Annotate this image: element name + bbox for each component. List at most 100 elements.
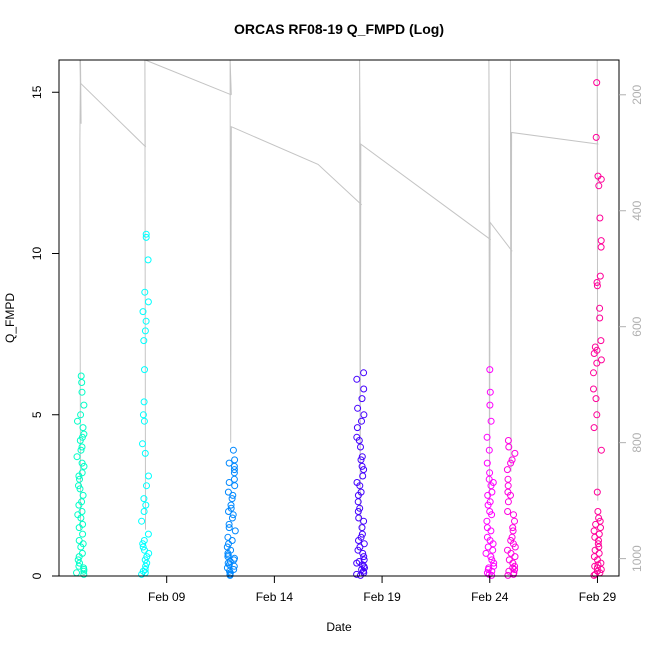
data-point [356, 482, 364, 490]
data-point [353, 424, 361, 432]
data-point [225, 524, 233, 532]
data-point [80, 564, 88, 572]
data-point [483, 524, 491, 532]
x-tick-label: Feb 09 [148, 590, 186, 604]
data-point [359, 567, 367, 575]
data-point [594, 540, 602, 548]
data-point [141, 288, 149, 296]
data-point [509, 527, 517, 535]
data-point [76, 559, 83, 567]
data-point [227, 504, 235, 512]
data-point [488, 556, 496, 564]
data-point [223, 543, 231, 551]
data-point [78, 379, 86, 386]
data-point [75, 472, 83, 480]
data-point [77, 446, 85, 454]
data-point [508, 533, 516, 541]
data-point [360, 553, 368, 561]
data-point [358, 524, 366, 532]
data-point [507, 549, 515, 557]
data-point [596, 304, 604, 312]
data-point [593, 79, 601, 87]
data-point [504, 571, 512, 579]
data-point [225, 479, 233, 486]
data-point [593, 282, 601, 290]
data-point [230, 466, 238, 474]
data-point [79, 530, 87, 538]
data-point [140, 537, 148, 544]
data-point [355, 537, 362, 544]
data-point [78, 388, 86, 396]
data-point [141, 566, 149, 573]
data-point [80, 570, 88, 578]
data-point [590, 424, 598, 432]
data-point [596, 517, 604, 525]
altitude-segment [229, 59, 363, 443]
data-point [596, 314, 604, 322]
data-point [593, 346, 601, 354]
data-point [505, 556, 513, 564]
data-point [590, 571, 598, 579]
altitude-segment [596, 59, 599, 501]
data-point [484, 543, 492, 551]
data-point [141, 556, 149, 564]
data-point [504, 498, 512, 506]
data-point [145, 472, 152, 480]
data-point [488, 488, 496, 496]
y-axis: 0 5 10 15 [30, 85, 59, 579]
data-point [358, 462, 366, 470]
data-point [485, 446, 493, 454]
data-point [507, 459, 515, 467]
data-point [483, 433, 491, 441]
data-point [139, 411, 147, 419]
data-point [224, 533, 232, 541]
data-point [140, 495, 148, 503]
altitude-track [79, 59, 599, 530]
y-tick-label: 10 [30, 247, 44, 261]
data-point [486, 401, 494, 409]
data-point [360, 369, 368, 377]
data-point [142, 501, 150, 509]
data-point [507, 537, 515, 544]
data-point [80, 567, 88, 575]
data-point [486, 537, 494, 544]
data-point [224, 551, 232, 559]
data-point [595, 182, 603, 190]
data-point [483, 517, 491, 525]
data-point [486, 388, 494, 396]
data-point [355, 437, 363, 444]
y2-axis: 200 400 600 800 1000 [619, 84, 644, 572]
y-tick-label: 5 [30, 411, 44, 418]
data-point [484, 491, 492, 499]
data-point [75, 524, 83, 532]
data-point [231, 527, 239, 535]
data-point [590, 385, 597, 393]
data-point [486, 469, 494, 477]
data-point [227, 501, 235, 509]
data-point [355, 514, 363, 522]
data-point [74, 556, 82, 564]
data-point [230, 462, 238, 470]
data-point [228, 514, 236, 522]
data-point [143, 482, 150, 490]
data-point [596, 214, 604, 222]
data-point [597, 524, 604, 532]
altitude-segment [359, 59, 491, 530]
data-point [78, 508, 86, 515]
data-point [141, 449, 149, 457]
data-point [590, 369, 597, 377]
data-point [140, 337, 148, 345]
data-point [509, 564, 517, 572]
x-tick-label: Feb 19 [363, 590, 401, 604]
data-point [231, 456, 239, 464]
data-point [487, 417, 495, 425]
data-point [79, 424, 87, 432]
data-point [360, 517, 368, 525]
data-point [77, 411, 85, 419]
data-point [143, 559, 151, 567]
data-point [591, 343, 599, 351]
data-point [353, 375, 361, 383]
data-point [357, 456, 365, 464]
data-point [482, 549, 490, 557]
data-point [76, 485, 84, 493]
